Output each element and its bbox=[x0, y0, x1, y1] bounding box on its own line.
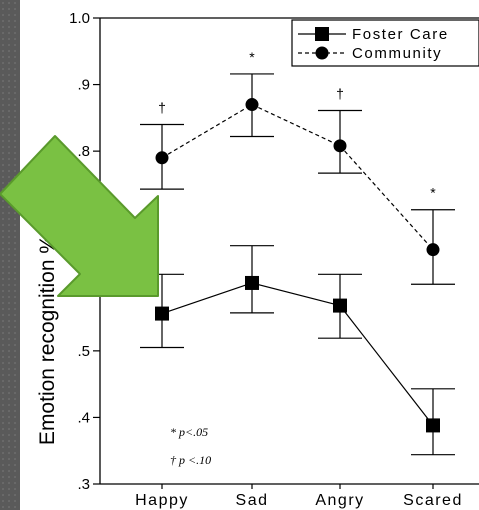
y-tick-label: .3 bbox=[77, 476, 90, 493]
footnote: * p<.05 bbox=[170, 425, 208, 439]
series-line-segment bbox=[161, 104, 253, 159]
legend-marker-circle bbox=[315, 46, 329, 60]
y-tick-label: .8 bbox=[77, 143, 90, 160]
significance-mark: † bbox=[336, 86, 344, 102]
series-line-segment bbox=[251, 103, 341, 147]
y-tick-label: .5 bbox=[77, 343, 90, 360]
series-line-segment bbox=[161, 282, 253, 315]
y-tick-label: 1.0 bbox=[69, 10, 90, 27]
significance-mark: * bbox=[249, 49, 255, 65]
y-tick-label: .4 bbox=[77, 409, 90, 426]
data-point-square bbox=[426, 418, 440, 433]
data-point-circle bbox=[245, 98, 259, 112]
x-tick-label: Happy bbox=[135, 492, 189, 509]
legend-marker-square bbox=[315, 27, 329, 41]
data-point-square bbox=[333, 298, 347, 313]
legend-label: Community bbox=[352, 45, 442, 62]
x-tick-label: Sad bbox=[236, 492, 269, 509]
x-tick-label: Angry bbox=[315, 492, 364, 509]
data-point-square bbox=[155, 306, 169, 321]
data-point-square bbox=[245, 275, 259, 290]
significance-mark: † bbox=[158, 100, 166, 116]
data-point-circle bbox=[155, 151, 169, 165]
y-tick-label: .9 bbox=[77, 77, 90, 94]
significance-mark: * bbox=[430, 185, 436, 201]
series-line-segment bbox=[339, 305, 434, 426]
annotation-arrow bbox=[0, 135, 159, 297]
legend-label: Foster Care bbox=[352, 26, 449, 43]
footnote: † p <.10 bbox=[170, 453, 211, 467]
data-point-circle bbox=[426, 243, 440, 257]
x-tick-label: Scared bbox=[403, 492, 463, 509]
series-line-segment bbox=[251, 282, 341, 307]
series-line-segment bbox=[339, 145, 434, 251]
data-point-circle bbox=[333, 139, 347, 153]
